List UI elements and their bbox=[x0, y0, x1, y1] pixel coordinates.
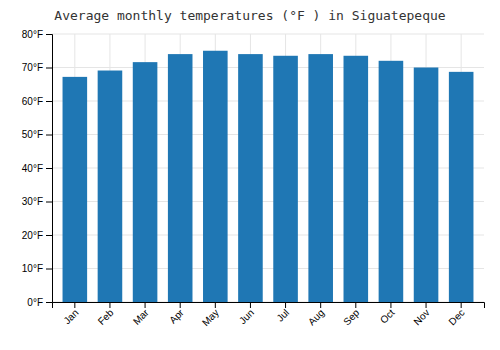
bar bbox=[308, 54, 333, 302]
y-tick-label: 30°F bbox=[22, 196, 43, 207]
x-tick-mark bbox=[109, 302, 110, 308]
y-tick-label: 10°F bbox=[22, 263, 43, 274]
x-tick-mark bbox=[426, 302, 427, 308]
y-tick: 30°F bbox=[22, 196, 52, 207]
x-tick: Feb bbox=[96, 302, 116, 327]
bar bbox=[449, 72, 474, 302]
x-tick: Apr bbox=[167, 302, 186, 326]
x-tick-label: Feb bbox=[96, 307, 116, 327]
y-tick: 70°F bbox=[22, 62, 52, 73]
x-tick-label: Aug bbox=[306, 307, 326, 327]
y-tick-label: 60°F bbox=[22, 96, 43, 107]
x-tick: May bbox=[200, 302, 221, 328]
bar bbox=[203, 51, 228, 302]
x-tick-label: Jan bbox=[61, 307, 80, 326]
x-tick: Dec bbox=[446, 302, 466, 327]
chart: Average monthly temperatures (°F ) in Si… bbox=[0, 0, 500, 350]
y-axis-line bbox=[46, 35, 53, 303]
x-tick: Aug bbox=[306, 302, 326, 327]
x-tick-label: Jul bbox=[274, 307, 291, 324]
bar bbox=[98, 71, 123, 302]
bar bbox=[238, 54, 263, 302]
y-tick: 20°F bbox=[22, 230, 52, 241]
y-tick-label: 80°F bbox=[22, 29, 43, 40]
title: Average monthly temperatures (°F ) in Si… bbox=[54, 8, 446, 23]
y-tick-mark bbox=[46, 68, 52, 69]
x-tick-label: Apr bbox=[167, 306, 186, 325]
x-tick: Jan bbox=[61, 302, 80, 326]
y-tick-label: 70°F bbox=[22, 62, 43, 73]
y-tick: 40°F bbox=[22, 163, 52, 174]
x-tick-label: Oct bbox=[378, 307, 397, 326]
x-tick-mark bbox=[461, 302, 462, 308]
y-tick-mark bbox=[46, 101, 52, 102]
x-tick-mark bbox=[215, 302, 216, 308]
y-tick-label: 40°F bbox=[22, 163, 43, 174]
x-tick-mark bbox=[390, 302, 391, 308]
y-tick: 10°F bbox=[22, 263, 52, 274]
bar bbox=[344, 56, 369, 302]
x-tick-label: May bbox=[200, 307, 221, 328]
x-tick: Jul bbox=[274, 302, 291, 324]
y-tick-label: 20°F bbox=[22, 230, 43, 241]
y-axis: 0°F 10°F 20°F 30°F 40°F 50°F 60°F 70°F 80°F bbox=[22, 29, 53, 308]
y-tick-mark bbox=[46, 168, 52, 169]
x-tick-mark bbox=[145, 302, 146, 308]
x-tick-mark bbox=[320, 302, 321, 308]
y-tick: 0°F bbox=[27, 297, 52, 308]
bars bbox=[63, 51, 474, 302]
x-tick-mark bbox=[180, 302, 181, 308]
x-axis: Jan Feb Mar Apr May Jun Jul Aug Sep Oct Nov Dec bbox=[53, 302, 485, 328]
bar bbox=[168, 54, 193, 302]
y-tick: 60°F bbox=[22, 96, 52, 107]
x-tick-label: Dec bbox=[446, 307, 466, 327]
x-tick-label: Jun bbox=[237, 307, 256, 326]
y-tick-label: 0°F bbox=[27, 297, 43, 308]
bar bbox=[273, 56, 298, 302]
x-tick-mark bbox=[285, 302, 286, 308]
x-tick-label: Mar bbox=[131, 306, 151, 326]
grid-line-y bbox=[52, 34, 484, 35]
x-axis-line bbox=[53, 303, 485, 309]
y-tick: 80°F bbox=[22, 29, 52, 40]
y-tick-mark bbox=[46, 135, 52, 136]
y-tick-mark bbox=[46, 235, 52, 236]
x-tick: Jun bbox=[237, 302, 256, 326]
plot: 0°F 10°F 20°F 30°F 40°F 50°F 60°F 70°F 80°F Jan Fe… bbox=[22, 29, 485, 328]
y-tick-mark bbox=[46, 302, 52, 303]
x-tick-mark bbox=[250, 302, 251, 308]
x-tick-label: Sep bbox=[341, 307, 362, 328]
x-tick: Oct bbox=[378, 302, 397, 326]
grid bbox=[52, 34, 484, 302]
x-tick: Mar bbox=[131, 302, 151, 327]
x-tick-mark bbox=[355, 302, 356, 308]
y-tick-label: 50°F bbox=[22, 129, 43, 140]
x-tick: Sep bbox=[341, 302, 362, 327]
x-tick-label: Nov bbox=[411, 307, 431, 327]
y-tick-mark bbox=[46, 269, 52, 270]
bar bbox=[379, 61, 404, 302]
bar bbox=[133, 62, 158, 302]
bar bbox=[414, 68, 439, 303]
bar bbox=[63, 77, 88, 302]
y-tick-mark bbox=[46, 34, 52, 35]
y-tick: 50°F bbox=[22, 129, 52, 140]
x-tick: Nov bbox=[411, 302, 431, 327]
y-tick-mark bbox=[46, 202, 52, 203]
x-tick-mark bbox=[74, 302, 75, 308]
